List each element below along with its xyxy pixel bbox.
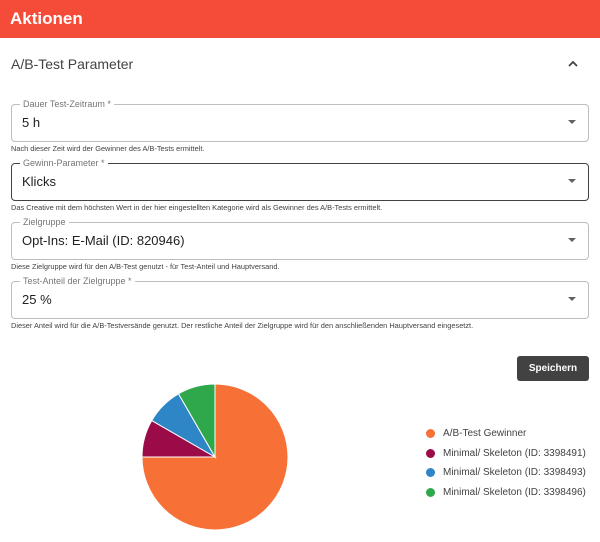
app-header: Aktionen (0, 0, 600, 38)
legend-dot-icon (426, 448, 435, 458)
legend-dot-icon (426, 487, 435, 497)
caret-down-icon (568, 297, 576, 301)
legend-label: Minimal/ Skeleton (ID: 3398491) (443, 447, 586, 459)
pie-slice-0[interactable] (141, 383, 289, 531)
duration-helper: Nach dieser Zeit wird der Gewinner des A… (11, 144, 205, 153)
legend-label: Minimal/ Skeleton (ID: 3398496) (443, 486, 586, 498)
pie-slice-3[interactable] (177, 383, 216, 459)
caret-down-icon (568, 238, 576, 242)
test-share-label: Test-Anteil der Zielgruppe * (20, 275, 135, 287)
section-title: A/B-Test Parameter (11, 56, 134, 72)
pie-chart (141, 383, 289, 531)
legend-item-3[interactable]: Minimal/ Skeleton (ID: 3398496) (426, 483, 586, 503)
legend-dot-icon (426, 429, 435, 439)
caret-down-icon (568, 120, 576, 124)
winner-param-value: Klicks (22, 174, 56, 189)
legend-dot-icon (426, 468, 435, 478)
chart-legend: A/B-Test Gewinner Minimal/ Skeleton (ID: … (426, 424, 586, 502)
legend-item-2[interactable]: Minimal/ Skeleton (ID: 3398493) (426, 463, 586, 483)
target-group-value: Opt-Ins: E-Mail (ID: 820946) (22, 233, 185, 248)
legend-item-0[interactable]: A/B-Test Gewinner (426, 424, 586, 444)
winner-param-helper: Das Creative mit dem höchsten Wert in de… (11, 203, 383, 212)
duration-label: Dauer Test-Zeitraum * (20, 98, 114, 110)
target-group-label: Zielgruppe (20, 216, 69, 228)
legend-label: A/B-Test Gewinner (443, 428, 527, 440)
ab-test-card: A/B-Test Parameter Dauer Test-Zeitraum *… (0, 38, 600, 542)
winner-param-label: Gewinn-Parameter * (20, 157, 108, 169)
test-share-select[interactable]: Test-Anteil der Zielgruppe * 25 % (11, 275, 589, 319)
target-group-select[interactable]: Zielgruppe Opt-Ins: E-Mail (ID: 820946) (11, 216, 589, 260)
caret-down-icon (568, 179, 576, 183)
duration-select[interactable]: Dauer Test-Zeitraum * 5 h (11, 98, 589, 142)
save-button[interactable]: Speichern (517, 356, 589, 381)
legend-item-1[interactable]: Minimal/ Skeleton (ID: 3398491) (426, 444, 586, 464)
chevron-up-icon[interactable] (565, 56, 581, 72)
test-share-helper: Dieser Anteil wird für die A/B-Testversä… (11, 321, 474, 330)
target-group-helper: Diese Zielgruppe wird für den A/B-Test g… (11, 262, 280, 271)
winner-param-select[interactable]: Gewinn-Parameter * Klicks (11, 157, 589, 201)
duration-value: 5 h (22, 115, 41, 130)
legend-label: Minimal/ Skeleton (ID: 3398493) (443, 467, 586, 479)
test-share-value: 25 % (22, 292, 52, 307)
page-title: Aktionen (10, 9, 83, 28)
